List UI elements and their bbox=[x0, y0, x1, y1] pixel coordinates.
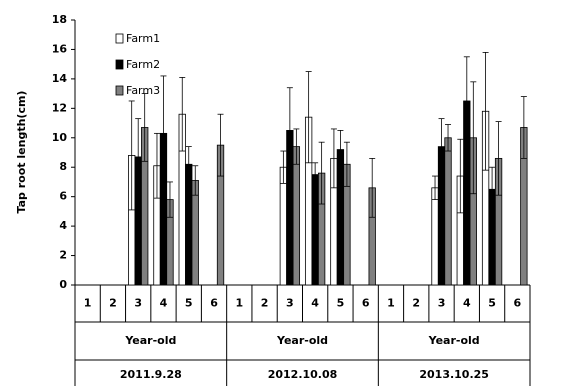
group-date: 2011.9.28 bbox=[120, 368, 182, 381]
legend-swatch bbox=[115, 33, 124, 44]
error-bar bbox=[489, 166, 496, 212]
x-tick-label: 3 bbox=[134, 297, 142, 310]
error-bar bbox=[135, 118, 142, 196]
bar bbox=[311, 174, 319, 286]
error-bar bbox=[166, 181, 173, 218]
x-tick-label: 2 bbox=[412, 297, 420, 310]
x-tick-label: 5 bbox=[337, 297, 345, 310]
x-tick-label: 4 bbox=[160, 297, 168, 310]
group-label: Year-old bbox=[276, 334, 328, 347]
legend-label: Farm3 bbox=[126, 84, 160, 97]
x-tick-label: 1 bbox=[387, 297, 395, 310]
x-tick-label: 6 bbox=[514, 297, 522, 310]
error-bar bbox=[153, 132, 160, 199]
legend-swatch bbox=[115, 85, 124, 96]
y-axis-label: Tap root length(cm) bbox=[15, 91, 28, 214]
x-tick-label: 2 bbox=[261, 297, 269, 310]
x-tick-label: 5 bbox=[488, 297, 496, 310]
y-tick-label: 16 bbox=[52, 42, 68, 55]
group-label: Year-old bbox=[428, 334, 480, 347]
error-bar bbox=[470, 81, 477, 195]
error-bar bbox=[445, 124, 452, 152]
error-bar bbox=[369, 157, 376, 218]
error-bar bbox=[482, 51, 489, 171]
error-bar bbox=[312, 162, 319, 187]
error-bar bbox=[286, 87, 293, 174]
error-bar bbox=[343, 141, 350, 187]
error-bar bbox=[520, 96, 527, 159]
bar bbox=[279, 166, 288, 286]
y-tick-label: 0 bbox=[59, 278, 67, 291]
bar bbox=[336, 149, 345, 286]
group-date: 2013.10.25 bbox=[419, 368, 489, 381]
error-bar bbox=[337, 130, 344, 170]
y-tick-label: 4 bbox=[59, 219, 67, 232]
x-tick-label: 3 bbox=[438, 297, 446, 310]
error-bar bbox=[293, 128, 300, 165]
y-tick-label: 14 bbox=[52, 72, 68, 85]
bar bbox=[444, 137, 452, 286]
error-bar bbox=[330, 128, 337, 189]
x-tick-label: 2 bbox=[109, 297, 117, 310]
group-label: Year-old bbox=[124, 334, 176, 347]
x-tick-label: 4 bbox=[311, 297, 319, 310]
error-bar bbox=[141, 93, 148, 162]
error-bar bbox=[318, 141, 325, 205]
legend-swatch bbox=[115, 59, 124, 70]
error-bar bbox=[192, 165, 199, 196]
x-tick-label: 6 bbox=[210, 297, 218, 310]
group-date: 2012.10.08 bbox=[268, 368, 338, 381]
error-bar bbox=[280, 150, 287, 184]
y-tick-label: 12 bbox=[52, 101, 67, 114]
bar bbox=[431, 187, 439, 286]
error-bar bbox=[432, 175, 439, 201]
error-bar bbox=[185, 146, 192, 183]
x-tick-label: 3 bbox=[286, 297, 294, 310]
y-tick-label: 18 bbox=[52, 13, 67, 26]
y-tick-label: 2 bbox=[59, 249, 67, 262]
y-tick-label: 10 bbox=[52, 131, 68, 144]
legend-label: Farm2 bbox=[126, 58, 160, 71]
error-bar bbox=[438, 118, 445, 175]
bar bbox=[191, 180, 199, 286]
y-tick-label: 6 bbox=[59, 190, 67, 203]
legend-label: Farm1 bbox=[126, 32, 160, 45]
error-bar bbox=[495, 121, 502, 196]
error-bar bbox=[160, 75, 167, 192]
error-bar bbox=[128, 100, 135, 211]
error-bar bbox=[463, 56, 470, 146]
error-bar bbox=[305, 71, 312, 164]
x-tick-label: 1 bbox=[84, 297, 92, 310]
error-bar bbox=[457, 138, 464, 214]
x-tick-label: 6 bbox=[362, 297, 370, 310]
x-tick-label: 5 bbox=[185, 297, 193, 310]
error-bar bbox=[179, 77, 186, 152]
bar bbox=[292, 146, 301, 286]
y-tick-label: 8 bbox=[59, 160, 67, 173]
bar bbox=[185, 163, 193, 286]
x-tick-label: 1 bbox=[235, 297, 243, 310]
x-tick-label: 4 bbox=[463, 297, 471, 310]
error-bar bbox=[217, 113, 224, 177]
